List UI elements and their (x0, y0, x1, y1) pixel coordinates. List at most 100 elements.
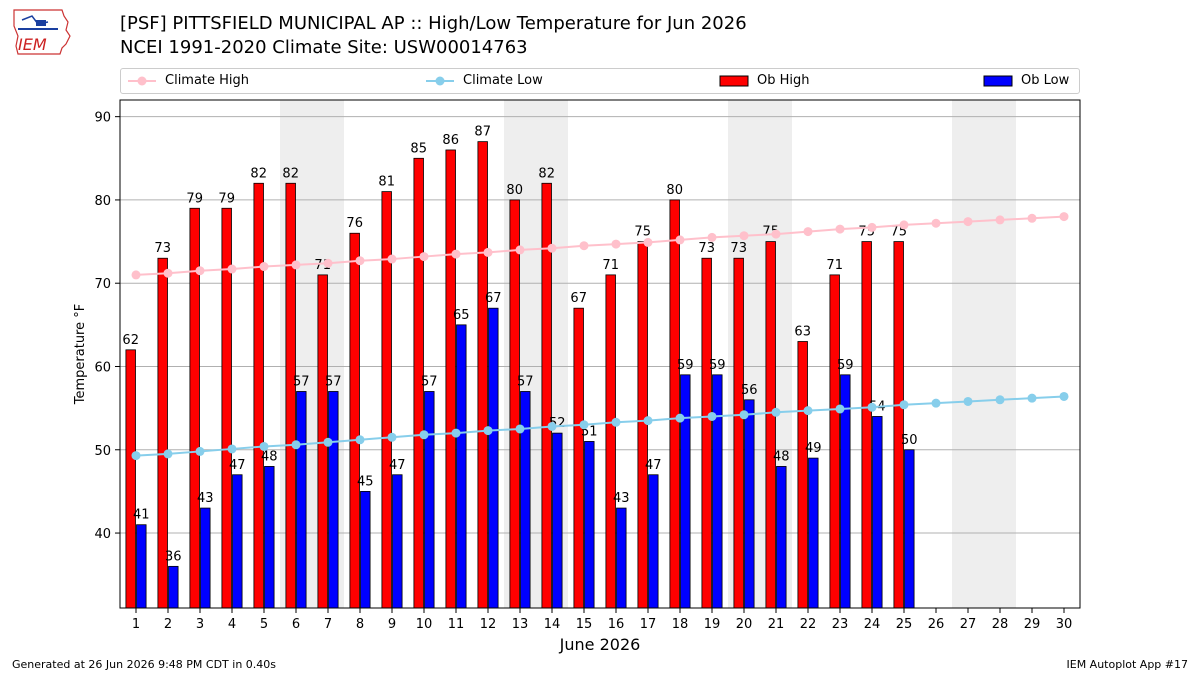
y-tick-label-80: 80 (94, 194, 111, 209)
legend-climate-high-label: Climate High (165, 73, 250, 88)
x-tick-label-14: 14 (544, 617, 561, 632)
ob-high-bar-9 (381, 191, 392, 609)
climate-high-point-26 (931, 218, 941, 228)
climate-high-point-30 (1059, 212, 1069, 222)
climate-low-point-30 (1059, 391, 1069, 401)
ob-low-label-5: 48 (261, 449, 278, 464)
ob-high-bar-24 (861, 241, 872, 609)
climate-low-point-27 (963, 396, 973, 406)
climate-high-point-21 (771, 229, 781, 239)
climate-high-point-9 (387, 254, 397, 264)
ob-high-bar-19 (701, 257, 712, 609)
legend-climate-low-swatch (426, 76, 454, 86)
ob-low-label-21: 48 (773, 449, 790, 464)
ob-low-bar-12 (488, 307, 499, 609)
ob-low-bar-8 (360, 491, 371, 609)
ob-high-label-12: 87 (474, 125, 491, 140)
ob-high-label-14: 82 (538, 166, 555, 181)
x-tick-label-16: 16 (608, 617, 625, 632)
x-tick-label-26: 26 (928, 617, 945, 632)
climate-high-point-25 (899, 220, 909, 230)
ob-high-bar-18 (669, 199, 680, 609)
climate-low-point-26 (931, 398, 941, 408)
ob-low-label-6: 57 (293, 374, 310, 389)
climate-high-point-20 (739, 231, 749, 241)
climate-high-point-2 (163, 268, 173, 278)
app-credit: IEM Autoplot App #17 (1066, 658, 1189, 671)
x-tick-label-10: 10 (416, 617, 433, 632)
x-tick-label-11: 11 (448, 617, 465, 632)
ob-high-label-2: 73 (154, 241, 171, 256)
ob-high-label-8: 76 (346, 216, 363, 231)
ob-low-bar-5 (264, 466, 275, 609)
legend-ob-high-label: Ob High (757, 73, 810, 88)
x-tick-label-21: 21 (768, 617, 785, 632)
legend-ob-low-swatch (983, 75, 1013, 87)
x-tick-label-5: 5 (260, 617, 268, 632)
ob-low-label-1: 41 (133, 508, 150, 523)
climate-low-point-24 (867, 402, 877, 412)
climate-low-point-17 (643, 416, 653, 426)
ob-high-bar-15 (573, 307, 584, 609)
x-tick-label-2: 2 (164, 617, 172, 632)
ob-low-label-11: 65 (453, 308, 470, 323)
ob-high-bar-6 (285, 182, 296, 609)
climate-high-point-14 (547, 243, 557, 253)
y-tick-label-50: 50 (94, 444, 111, 459)
climate-high-point-22 (803, 227, 813, 237)
ob-low-bar-9 (392, 474, 403, 609)
climate-low-point-12 (483, 426, 493, 436)
climate-low-point-28 (995, 395, 1005, 405)
ob-low-label-12: 67 (485, 291, 502, 306)
climate-high-line (135, 215, 1065, 276)
ob-low-bar-2 (168, 565, 179, 609)
ob-high-bar-5 (253, 182, 264, 609)
climate-high-point-28 (995, 215, 1005, 225)
x-tick-label-18: 18 (672, 617, 689, 632)
ob-high-label-19: 73 (698, 241, 715, 256)
ob-low-bar-19 (712, 374, 723, 609)
x-tick-label-7: 7 (324, 617, 332, 632)
climate-high-point-1 (131, 270, 141, 280)
ob-high-bar-1 (125, 349, 136, 609)
ob-low-bar-25 (904, 449, 915, 609)
legend-ob-low-label: Ob Low (1021, 73, 1070, 88)
ob-low-bar-17 (648, 474, 659, 609)
climate-low-point-3 (195, 446, 205, 456)
ob-low-bar-10 (424, 391, 435, 609)
climate-low-point-23 (835, 404, 845, 414)
ob-low-label-7: 57 (325, 374, 342, 389)
climate-high-point-3 (195, 266, 205, 276)
x-tick-label-15: 15 (576, 617, 593, 632)
climate-high-point-19 (707, 232, 717, 242)
ob-high-label-18: 80 (666, 183, 683, 198)
climate-low-point-20 (739, 410, 749, 420)
chart-legend: Climate High Climate Low Ob High Ob Low (120, 68, 1080, 94)
x-tick-label-29: 29 (1024, 617, 1041, 632)
ob-low-label-19: 59 (709, 358, 726, 373)
climate-low-point-29 (1027, 393, 1037, 403)
ob-low-bar-15 (584, 441, 595, 609)
ob-low-label-20: 56 (741, 383, 758, 398)
ob-high-label-1: 62 (122, 333, 139, 348)
x-tick-label-12: 12 (480, 617, 497, 632)
x-axis-label: June 2026 (559, 635, 641, 654)
ob-low-label-25: 50 (901, 433, 918, 448)
ob-low-bar-16 (616, 507, 627, 609)
climate-high-point-5 (259, 262, 269, 272)
climate-high-point-11 (451, 249, 461, 259)
ob-low-bar-18 (680, 374, 691, 609)
ob-high-label-3: 79 (186, 191, 203, 206)
ob-low-bar-13 (520, 391, 531, 609)
ob-high-label-11: 86 (442, 133, 459, 148)
ob-low-bar-24 (872, 416, 883, 609)
x-tick-label-6: 6 (292, 617, 300, 632)
ob-low-bar-4 (232, 474, 243, 609)
x-tick-label-30: 30 (1056, 617, 1073, 632)
climate-high-point-15 (579, 241, 589, 251)
x-tick-label-20: 20 (736, 617, 753, 632)
weekend-shade-4 (952, 100, 1016, 608)
x-tick-label-3: 3 (196, 617, 204, 632)
climate-low-point-7 (323, 437, 333, 447)
climate-high-point-29 (1027, 213, 1037, 223)
